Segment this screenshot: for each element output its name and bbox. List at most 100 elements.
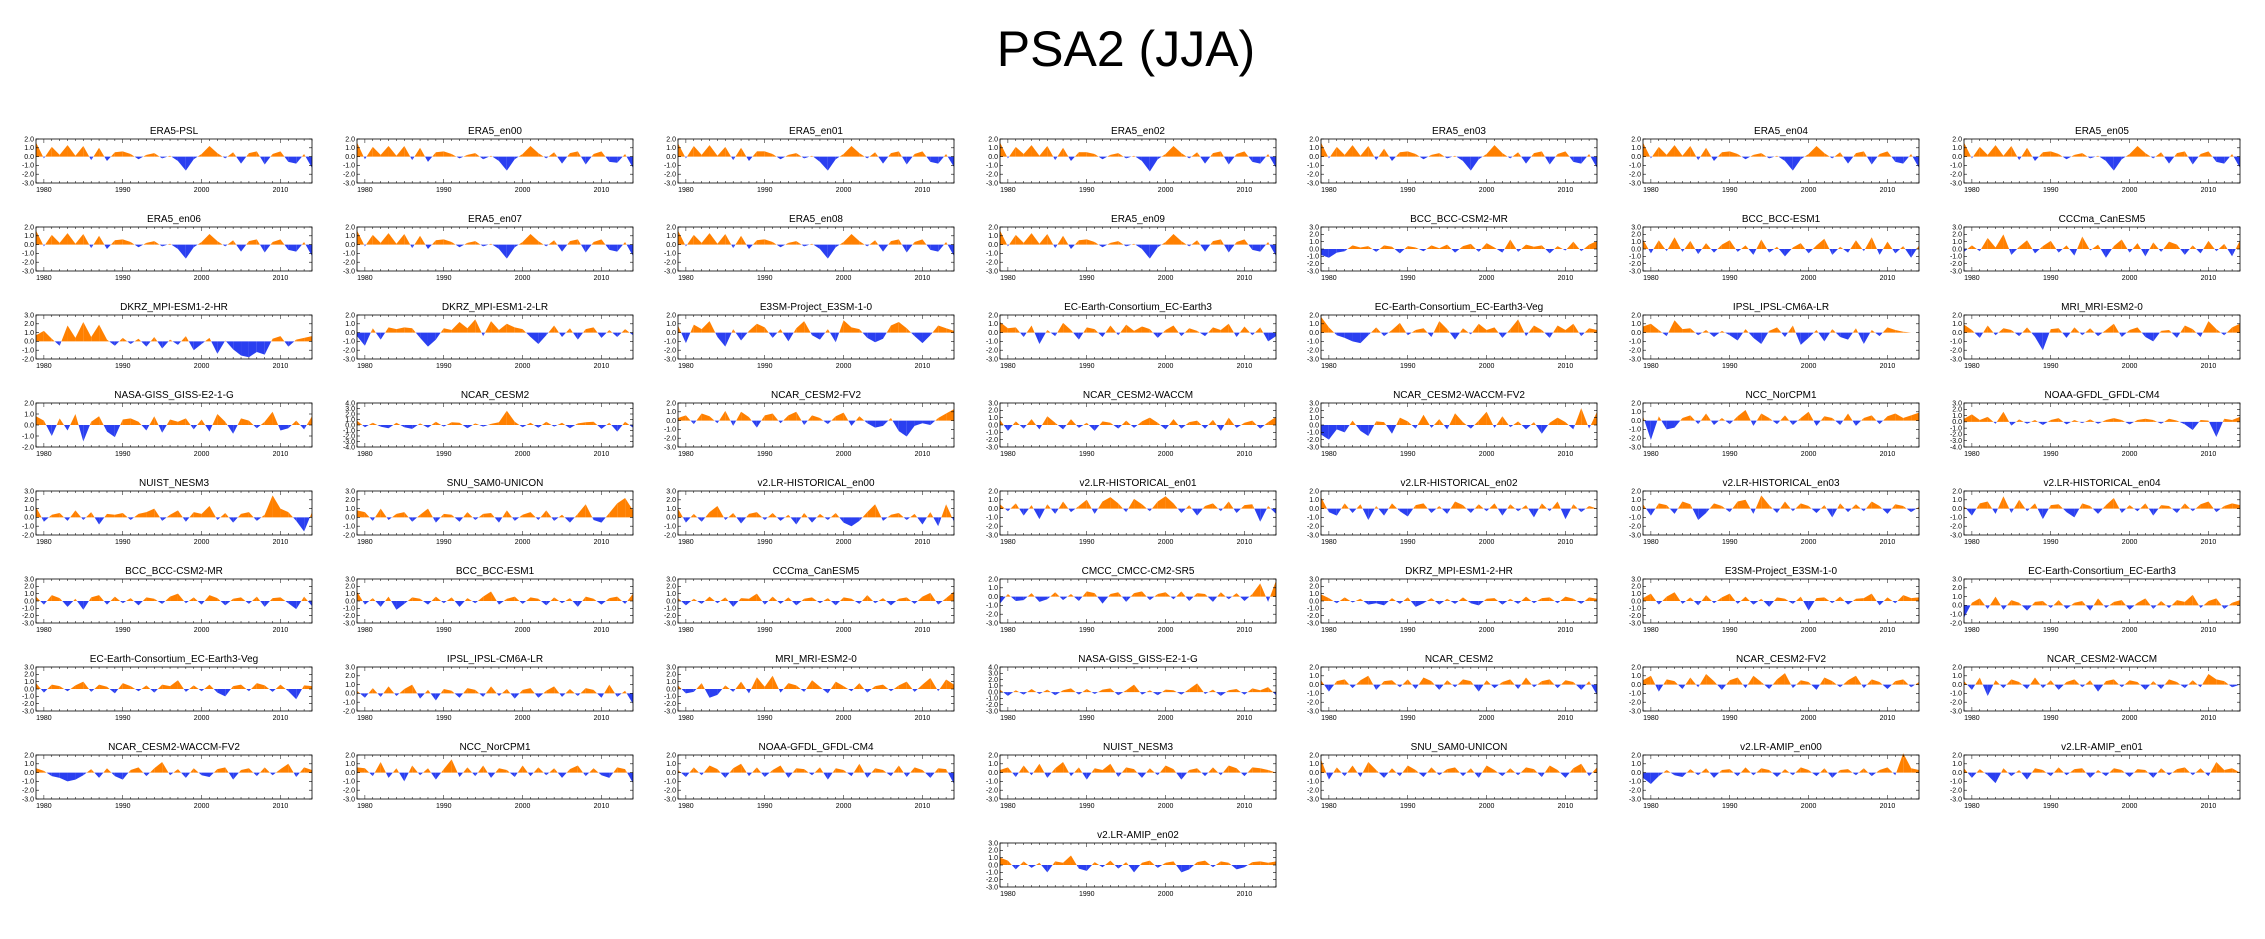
negative-anomaly-area	[162, 341, 169, 349]
positive-anomaly-area	[830, 513, 836, 518]
negative-anomaly-area	[823, 420, 828, 425]
negative-anomaly-area	[1189, 244, 1192, 247]
positive-anomaly-area	[2229, 153, 2233, 157]
negative-anomaly-area	[412, 517, 418, 522]
positive-anomaly-area	[1244, 239, 1249, 245]
negative-anomaly-area	[1713, 420, 1719, 425]
negative-anomaly-area	[1470, 332, 1473, 335]
positive-anomaly-area	[777, 329, 781, 333]
x-tick-label: 2010	[1558, 451, 1574, 458]
negative-anomaly-area	[43, 244, 44, 247]
negative-anomaly-area	[922, 332, 931, 344]
negative-anomaly-area	[91, 244, 94, 249]
negative-anomaly-area	[1149, 156, 1158, 172]
positive-anomaly-area	[519, 514, 523, 518]
negative-anomaly-area	[947, 244, 954, 257]
negative-anomaly-area	[780, 420, 784, 424]
x-tick-label: 1980	[36, 451, 52, 458]
negative-anomaly-area	[1178, 332, 1182, 337]
y-tick-label: 3.0	[666, 488, 676, 495]
positive-anomaly-area	[2011, 329, 2015, 333]
negative-anomaly-area	[480, 244, 484, 247]
positive-anomaly-area	[134, 338, 139, 342]
positive-anomaly-area	[130, 418, 139, 425]
negative-anomaly-area	[827, 517, 831, 521]
positive-anomaly-area	[1816, 238, 1825, 249]
y-tick-label: -2.0	[1950, 348, 1962, 355]
negative-anomaly-area	[241, 244, 247, 252]
positive-anomaly-area	[1165, 325, 1174, 333]
negative-anomaly-area	[1201, 425, 1206, 429]
positive-anomaly-area	[122, 513, 128, 518]
positive-anomaly-area	[1643, 239, 1649, 249]
negative-anomaly-area	[827, 156, 836, 171]
positive-anomaly-area	[1181, 153, 1187, 157]
x-tick-label: 2010	[1880, 275, 1896, 282]
negative-anomaly-area	[1157, 156, 1162, 160]
negative-anomaly-area	[483, 332, 486, 337]
negative-anomaly-area	[1181, 508, 1186, 513]
positive-anomaly-area	[1996, 411, 2004, 422]
positive-anomaly-area	[372, 234, 381, 245]
positive-anomaly-area	[625, 498, 633, 518]
y-tick-label: -3.0	[986, 532, 998, 539]
positive-anomaly-area	[1391, 322, 1400, 333]
negative-anomaly-area	[717, 420, 720, 424]
positive-anomaly-area	[2184, 151, 2188, 157]
negative-anomaly-area	[1581, 332, 1585, 337]
positive-anomaly-area	[1391, 246, 1395, 249]
positive-anomaly-area	[819, 513, 825, 518]
positive-anomaly-area	[404, 146, 411, 157]
negative-anomaly-area	[2129, 421, 2135, 425]
positive-anomaly-area	[2125, 153, 2130, 157]
positive-anomaly-area	[736, 411, 742, 421]
negative-anomaly-area	[1123, 244, 1127, 247]
positive-anomaly-area	[914, 513, 918, 518]
positive-anomaly-area	[1000, 504, 1005, 509]
negative-anomaly-area	[106, 156, 111, 161]
positive-anomaly-area	[772, 413, 779, 421]
negative-anomaly-area	[1391, 425, 1397, 434]
negative-anomaly-area	[1979, 332, 1984, 338]
positive-anomaly-area	[2095, 155, 2099, 157]
negative-anomaly-area	[605, 244, 610, 250]
positive-anomaly-area	[1031, 325, 1035, 333]
negative-anomaly-area	[1858, 332, 1864, 345]
negative-anomaly-area	[2011, 249, 2018, 255]
negative-anomaly-area	[551, 425, 555, 427]
positive-anomaly-area	[1769, 327, 1778, 333]
y-tick-label: 2.0	[1309, 408, 1319, 415]
y-tick-label: -1.0	[1629, 427, 1641, 434]
positive-anomaly-area	[1189, 328, 1198, 333]
negative-anomaly-area	[1248, 244, 1253, 250]
panel-title: ERA5_en05	[2075, 126, 2129, 137]
x-tick-label: 1980	[678, 275, 694, 282]
y-tick-label: 1.0	[1631, 239, 1641, 246]
positive-anomaly-area	[748, 417, 752, 421]
x-tick-label: 1990	[757, 539, 773, 546]
positive-anomaly-area	[475, 241, 481, 245]
negative-anomaly-area	[1549, 156, 1556, 165]
positive-anomaly-area	[1057, 235, 1064, 245]
positive-anomaly-area	[420, 423, 424, 425]
positive-anomaly-area	[1903, 415, 1912, 421]
positive-anomaly-area	[859, 416, 865, 421]
negative-anomaly-area	[1199, 332, 1206, 337]
negative-anomaly-area	[2125, 421, 2130, 425]
positive-anomaly-area	[45, 146, 52, 157]
positive-anomaly-area	[1879, 151, 1888, 157]
negative-anomaly-area	[141, 425, 147, 431]
positive-anomaly-area	[772, 513, 778, 518]
x-tick-label: 1980	[1000, 275, 1016, 282]
positive-anomaly-area	[1078, 152, 1087, 157]
positive-anomaly-area	[1995, 145, 2004, 157]
positive-anomaly-area	[2084, 419, 2091, 422]
positive-anomaly-area	[546, 421, 552, 425]
positive-anomaly-area	[1149, 329, 1153, 333]
negative-anomaly-area	[1863, 249, 1866, 252]
positive-anomaly-area	[1228, 417, 1235, 425]
positive-anomaly-area	[1173, 146, 1182, 157]
positive-anomaly-area	[565, 328, 570, 333]
y-tick-label: 2.0	[345, 411, 355, 418]
panel-title: NUIST_NESM3	[139, 478, 209, 489]
